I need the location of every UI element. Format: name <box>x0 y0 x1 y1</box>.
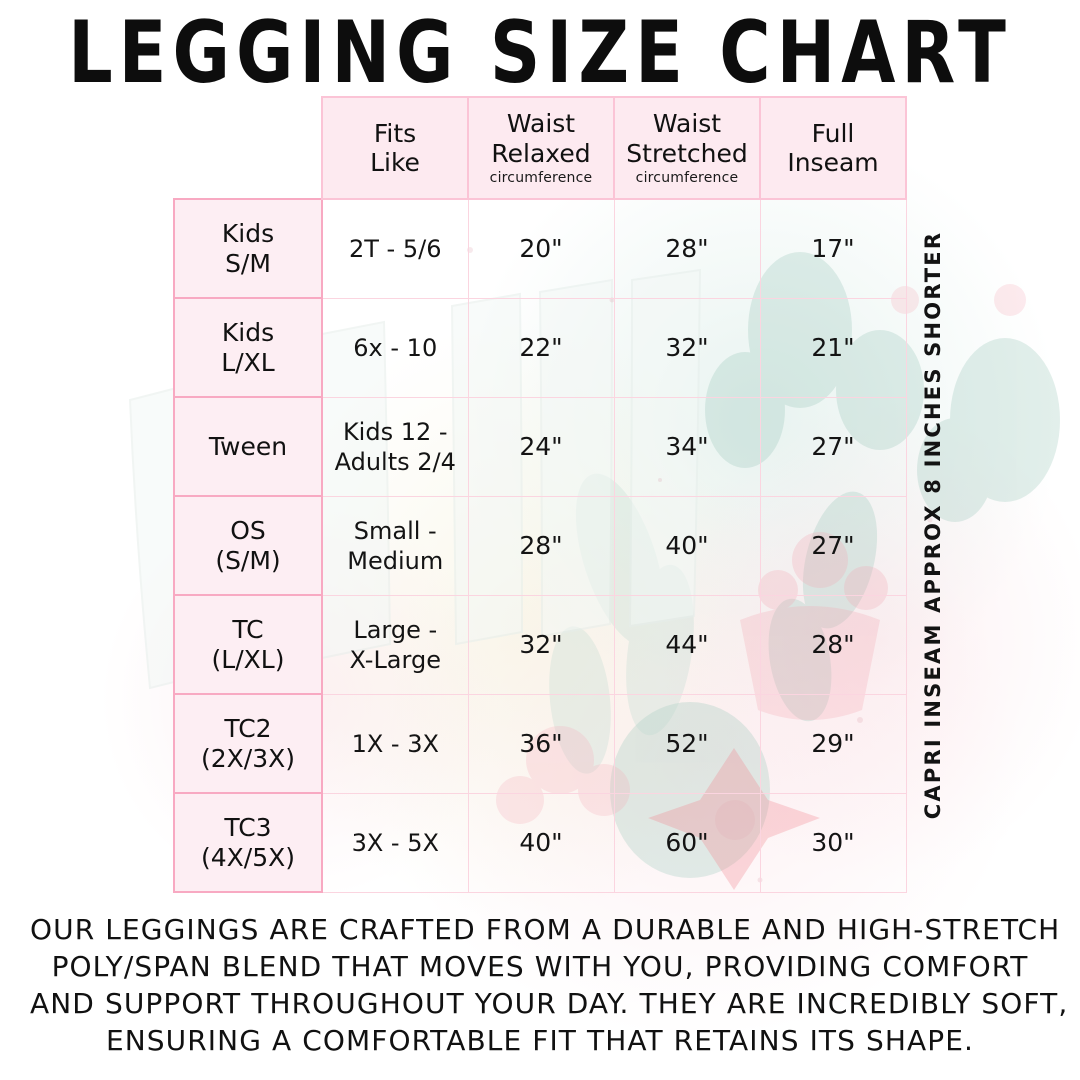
table-header-row: Fits Like Waist Relaxed circumference Wa… <box>174 96 907 200</box>
column-header-line1: Fits <box>373 118 417 148</box>
cell-waist-relaxed: 40" <box>467 792 615 893</box>
footer-description: OUR LEGGINGS ARE CRAFTED FROM A DURABLE … <box>30 912 1069 1060</box>
cell-full-inseam: 28" <box>759 594 907 695</box>
cell-waist-relaxed: 28" <box>467 495 615 596</box>
table-row: TC2 (2X/3X) 1X - 3X 36" 52" 29" <box>173 693 907 794</box>
cell-waist-stretched: 60" <box>613 792 761 893</box>
column-header-line2: Relaxed <box>491 138 591 168</box>
cell-line1: 3X - 5X <box>351 828 439 857</box>
footer-line-4: ENSURING A COMFORTABLE FIT THAT RETAINS … <box>105 1023 975 1057</box>
page-title: LEGGING SIZE CHART <box>68 2 1012 103</box>
cell-line1: 6x - 10 <box>353 333 438 362</box>
cell-fits-like: 2T - 5/6 <box>321 198 469 299</box>
row-header-line1: OS <box>230 515 266 545</box>
cell-line1: Large - <box>353 615 438 644</box>
row-header-line1: Tween <box>208 431 288 461</box>
row-header-line2: (2X/3X) <box>201 743 295 773</box>
column-header-line1: Waist <box>506 109 576 139</box>
row-header-line2: (S/M) <box>215 545 281 575</box>
cell-full-inseam: 21" <box>759 297 907 398</box>
column-header-line1: Full <box>811 118 855 148</box>
row-header-line2: (L/XL) <box>211 644 285 674</box>
cell-line1: 2T - 5/6 <box>349 234 442 263</box>
capri-inseam-note: CAPRI INSEAM APPROX 8 INCHES SHORTER <box>921 230 945 820</box>
row-header-line1: TC3 <box>224 812 272 842</box>
row-header-line2: (4X/5X) <box>201 842 295 872</box>
footer-line-3: AND SUPPORT THROUGHOUT YOUR DAY. THEY AR… <box>30 986 1069 1020</box>
cell-waist-stretched: 28" <box>613 198 761 299</box>
cell-fits-like: Small - Medium <box>321 495 469 596</box>
cell-full-inseam: 30" <box>759 792 907 893</box>
column-header-full-inseam: Full Inseam <box>759 96 907 200</box>
cell-fits-like: 3X - 5X <box>321 792 469 893</box>
row-header-size: OS (S/M) <box>173 495 323 596</box>
cell-waist-stretched: 32" <box>613 297 761 398</box>
cell-line2: Adults 2/4 <box>334 447 456 476</box>
cell-fits-like: Large - X-Large <box>321 594 469 695</box>
row-header-size: TC3 (4X/5X) <box>173 792 323 893</box>
cell-waist-relaxed: 36" <box>467 693 615 794</box>
cell-fits-like: Kids 12 - Adults 2/4 <box>321 396 469 497</box>
cell-waist-stretched: 34" <box>613 396 761 497</box>
legging-size-chart-table: Fits Like Waist Relaxed circumference Wa… <box>173 96 907 893</box>
row-header-size: TC2 (2X/3X) <box>173 693 323 794</box>
cell-line2: Medium <box>347 546 444 575</box>
row-header-size: TC (L/XL) <box>173 594 323 695</box>
table-row: TC (L/XL) Large - X-Large 32" 44" 28" <box>173 594 907 695</box>
column-header-line2: Like <box>370 148 420 177</box>
cell-line1: Kids 12 - <box>342 417 448 446</box>
cell-waist-relaxed: 24" <box>467 396 615 497</box>
table-row: OS (S/M) Small - Medium 28" 40" 27" <box>173 495 907 596</box>
column-header-fits-like: Fits Like <box>321 96 469 200</box>
cell-waist-relaxed: 20" <box>467 198 615 299</box>
column-header-subtext: circumference <box>489 170 593 187</box>
cell-waist-relaxed: 32" <box>467 594 615 695</box>
cell-waist-stretched: 44" <box>613 594 761 695</box>
row-header-line1: TC <box>232 614 264 644</box>
row-header-line1: Kids <box>221 317 275 347</box>
footer-line-1: OUR LEGGINGS ARE CRAFTED FROM A DURABLE … <box>30 913 1061 946</box>
column-header-waist-relaxed: Waist Relaxed circumference <box>467 96 615 200</box>
row-header-line1: TC2 <box>224 713 272 743</box>
cell-fits-like: 6x - 10 <box>321 297 469 398</box>
cell-waist-stretched: 40" <box>613 495 761 596</box>
row-header-size: Kids L/XL <box>173 297 323 398</box>
row-header-line2: L/XL <box>221 347 275 377</box>
table-row: TC3 (4X/5X) 3X - 5X 40" 60" 30" <box>173 792 907 893</box>
cell-full-inseam: 27" <box>759 495 907 596</box>
row-header-size: Tween <box>173 396 323 497</box>
column-header-subtext: circumference <box>635 170 739 187</box>
row-header-line2: S/M <box>225 248 271 278</box>
column-header-line1: Waist <box>652 109 722 139</box>
column-header-line2: Inseam <box>787 148 879 177</box>
cell-line1: 1X - 3X <box>351 729 439 758</box>
cell-full-inseam: 17" <box>759 198 907 299</box>
table-row: Kids S/M 2T - 5/6 20" 28" 17" <box>173 198 907 299</box>
cell-waist-stretched: 52" <box>613 693 761 794</box>
row-header-size: Kids S/M <box>173 198 323 299</box>
cell-line2: X-Large <box>349 645 441 674</box>
column-header-line2: Stretched <box>626 138 748 168</box>
row-header-line1: Kids <box>221 218 275 248</box>
cell-full-inseam: 29" <box>759 693 907 794</box>
cell-full-inseam: 27" <box>759 396 907 497</box>
cell-fits-like: 1X - 3X <box>321 693 469 794</box>
cell-waist-relaxed: 22" <box>467 297 615 398</box>
column-header-waist-stretched: Waist Stretched circumference <box>613 96 761 200</box>
corner-cell <box>174 97 322 199</box>
table-row: Tween Kids 12 - Adults 2/4 24" 34" 27" <box>173 396 907 497</box>
cell-line1: Small - <box>353 516 437 545</box>
footer-line-2: POLY/SPAN BLEND THAT MOVES WITH YOU, PRO… <box>51 949 1029 983</box>
table-row: Kids L/XL 6x - 10 22" 32" 21" <box>173 297 907 398</box>
